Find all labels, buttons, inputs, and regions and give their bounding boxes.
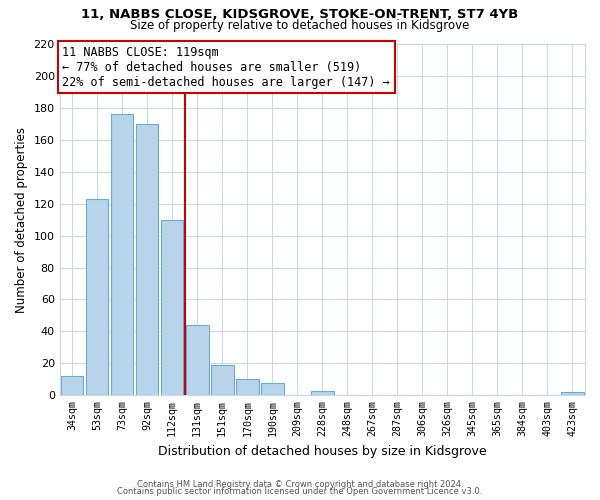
Text: 11, NABBS CLOSE, KIDSGROVE, STOKE-ON-TRENT, ST7 4YB: 11, NABBS CLOSE, KIDSGROVE, STOKE-ON-TRE… — [82, 8, 518, 20]
Bar — [86, 199, 109, 396]
Bar — [186, 325, 209, 396]
Bar — [236, 380, 259, 396]
Text: Contains public sector information licensed under the Open Government Licence v3: Contains public sector information licen… — [118, 487, 482, 496]
Text: Size of property relative to detached houses in Kidsgrove: Size of property relative to detached ho… — [130, 19, 470, 32]
Bar — [136, 124, 158, 396]
Bar — [161, 220, 184, 396]
Bar — [111, 114, 133, 396]
Bar — [211, 365, 233, 396]
Text: Contains HM Land Registry data © Crown copyright and database right 2024.: Contains HM Land Registry data © Crown c… — [137, 480, 463, 489]
Text: 11 NABBS CLOSE: 119sqm
← 77% of detached houses are smaller (519)
22% of semi-de: 11 NABBS CLOSE: 119sqm ← 77% of detached… — [62, 46, 390, 89]
Bar — [311, 390, 334, 396]
Y-axis label: Number of detached properties: Number of detached properties — [15, 126, 28, 312]
X-axis label: Distribution of detached houses by size in Kidsgrove: Distribution of detached houses by size … — [158, 444, 487, 458]
Bar — [261, 382, 284, 396]
Bar — [561, 392, 584, 396]
Bar — [61, 376, 83, 396]
